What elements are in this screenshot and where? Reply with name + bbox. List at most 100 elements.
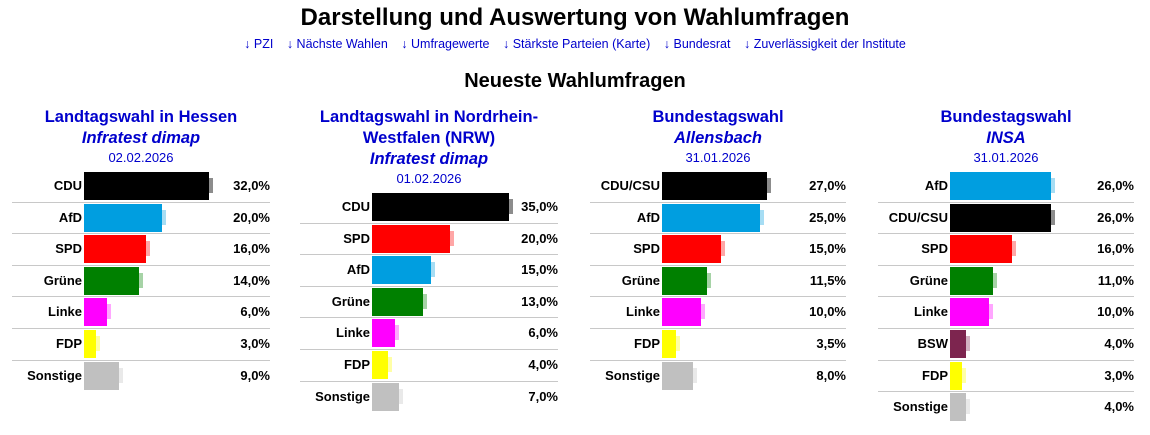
poll-row-gruene: Grüne 11,5%	[590, 266, 846, 298]
panel-institute-link[interactable]: Allensbach	[673, 129, 763, 147]
party-label: AfD	[636, 209, 660, 225]
party-label: FDP	[56, 335, 82, 351]
percentage-value: 3,5%	[816, 335, 846, 351]
vote-bar	[372, 256, 431, 285]
percentage-value: 4,0%	[528, 356, 558, 372]
party-label: Linke	[48, 304, 82, 320]
nav-link-umfragewerte[interactable]: ↓ Umfragewerte	[401, 37, 490, 51]
party-label: CDU	[53, 178, 82, 193]
poll-row-spd: SPD 15,0%	[590, 234, 846, 266]
vote-bar	[372, 382, 400, 411]
party-label: CDU	[341, 199, 370, 214]
previous-result-marker	[983, 304, 993, 320]
previous-result-marker	[89, 335, 100, 351]
poll-row-bsw: BSW 4,0%	[878, 329, 1134, 361]
vote-bar	[950, 298, 989, 327]
vote-bar	[662, 203, 760, 232]
party-label: CDU/CSU	[888, 209, 948, 225]
poll-row-spd: SPD 16,0%	[12, 234, 270, 266]
previous-result-marker	[416, 293, 427, 309]
percentage-value: 13,0%	[521, 293, 558, 309]
poll-row-fdp: FDP 4,0%	[300, 350, 558, 382]
percentage-value: 10,0%	[1097, 304, 1134, 320]
vote-bar	[84, 235, 147, 264]
panel-institute-link[interactable]: INSA	[986, 129, 1026, 147]
vote-bar	[950, 361, 962, 390]
nav-link-naechste-wahlen[interactable]: ↓ Nächste Wahlen	[286, 37, 388, 51]
vote-bar	[372, 224, 450, 253]
percentage-value: 6,0%	[240, 304, 270, 320]
vote-bar	[372, 350, 388, 379]
previous-result-marker	[113, 367, 124, 383]
percentage-value: 11,5%	[809, 272, 846, 288]
party-label: Sonstige	[605, 367, 660, 383]
poll-row-linke: Linke 10,0%	[590, 297, 846, 329]
percentage-value: 7,0%	[528, 388, 558, 404]
panel-election-link[interactable]: Bundestagswahl	[652, 108, 784, 126]
poll-panel-bund-allensbach: Bundestagswahl Allensbach 31.01.2026 CDU…	[590, 107, 846, 392]
percentage-value: 3,0%	[240, 335, 270, 351]
poll-row-linke: Linke 10,0%	[878, 297, 1134, 329]
previous-result-marker	[687, 367, 698, 383]
nav-link-zuverlaessigkeit[interactable]: ↓ Zuverlässigkeit der Institute	[743, 37, 906, 51]
previous-result-marker	[959, 399, 970, 415]
party-label: Grüne	[621, 272, 660, 288]
party-label: SPD	[633, 241, 660, 257]
poll-row-spd: SPD 16,0%	[878, 234, 1134, 266]
previous-result-marker	[1045, 178, 1056, 193]
vote-bar	[662, 298, 701, 327]
party-label: FDP	[344, 356, 370, 372]
previous-result-marker	[389, 325, 400, 341]
vote-bar	[662, 266, 707, 295]
poll-row-fdp: FDP 3,0%	[878, 361, 1134, 393]
poll-row-cdu-csu: CDU/CSU 26,0%	[878, 203, 1134, 235]
vote-bar	[950, 266, 993, 295]
vote-bar	[950, 329, 966, 358]
party-label: AfD	[346, 262, 370, 278]
party-label: SPD	[921, 241, 948, 257]
nav-link-pzi[interactable]: ↓ PZI	[244, 37, 274, 51]
poll-row-gruene: Grüne 14,0%	[12, 266, 270, 298]
poll-row-afd: AfD 20,0%	[12, 203, 270, 235]
poll-row-spd: SPD 20,0%	[300, 224, 558, 256]
party-label: Sonstige	[893, 399, 948, 415]
vote-bar	[950, 172, 1052, 200]
poll-panel-hessen: Landtagswahl in Hessen Infratest dimap 0…	[12, 107, 270, 392]
nav-link-bundesrat[interactable]: ↓ Bundesrat	[663, 37, 731, 51]
previous-result-marker	[1045, 209, 1056, 225]
party-label: FDP	[922, 367, 948, 383]
previous-result-marker	[700, 272, 711, 288]
vote-bar	[372, 287, 423, 316]
poll-row-gruene: Grüne 13,0%	[300, 287, 558, 319]
previous-result-marker	[986, 272, 997, 288]
percentage-value: 14,0%	[233, 272, 270, 288]
party-label: Sonstige	[315, 388, 370, 404]
percentage-value: 27,0%	[809, 178, 846, 193]
nav-link-staerkste-parteien[interactable]: ↓ Stärkste Parteien (Karte)	[503, 37, 651, 51]
panel-institute-link[interactable]: Infratest dimap	[81, 129, 201, 147]
panel-election-link[interactable]: Bundestagswahl	[940, 108, 1072, 126]
percentage-value: 26,0%	[1097, 178, 1134, 193]
vote-bar	[662, 172, 768, 200]
previous-result-marker	[444, 230, 454, 246]
panel-institute-link[interactable]: Infratest dimap	[369, 150, 489, 168]
poll-row-cdu: CDU 32,0%	[12, 171, 270, 203]
party-label: Grüne	[331, 293, 370, 309]
previous-result-marker	[1006, 241, 1017, 257]
party-label: AfD	[924, 178, 948, 193]
panel-election-link[interactable]: Landtagswahl in Nordrhein-Westfalen (NRW…	[319, 108, 539, 147]
party-label: Grüne	[909, 272, 948, 288]
vote-bar	[662, 329, 676, 358]
party-label: CDU/CSU	[600, 178, 660, 193]
poll-row-afd: AfD 15,0%	[300, 255, 558, 287]
poll-row-afd: AfD 25,0%	[590, 203, 846, 235]
poll-row-linke: Linke 6,0%	[12, 297, 270, 329]
panel-election-link[interactable]: Landtagswahl in Hessen	[44, 108, 238, 126]
poll-rows: CDU 35,0% SPD 20,0% AfD 15,0% Grüne 13,0% Linke 6…	[300, 192, 558, 413]
vote-bar	[372, 193, 509, 221]
party-label: AfD	[58, 209, 82, 225]
percentage-value: 15,0%	[809, 241, 846, 257]
vote-bar	[84, 361, 120, 390]
previous-result-marker	[695, 304, 705, 320]
party-label: Linke	[626, 304, 660, 320]
